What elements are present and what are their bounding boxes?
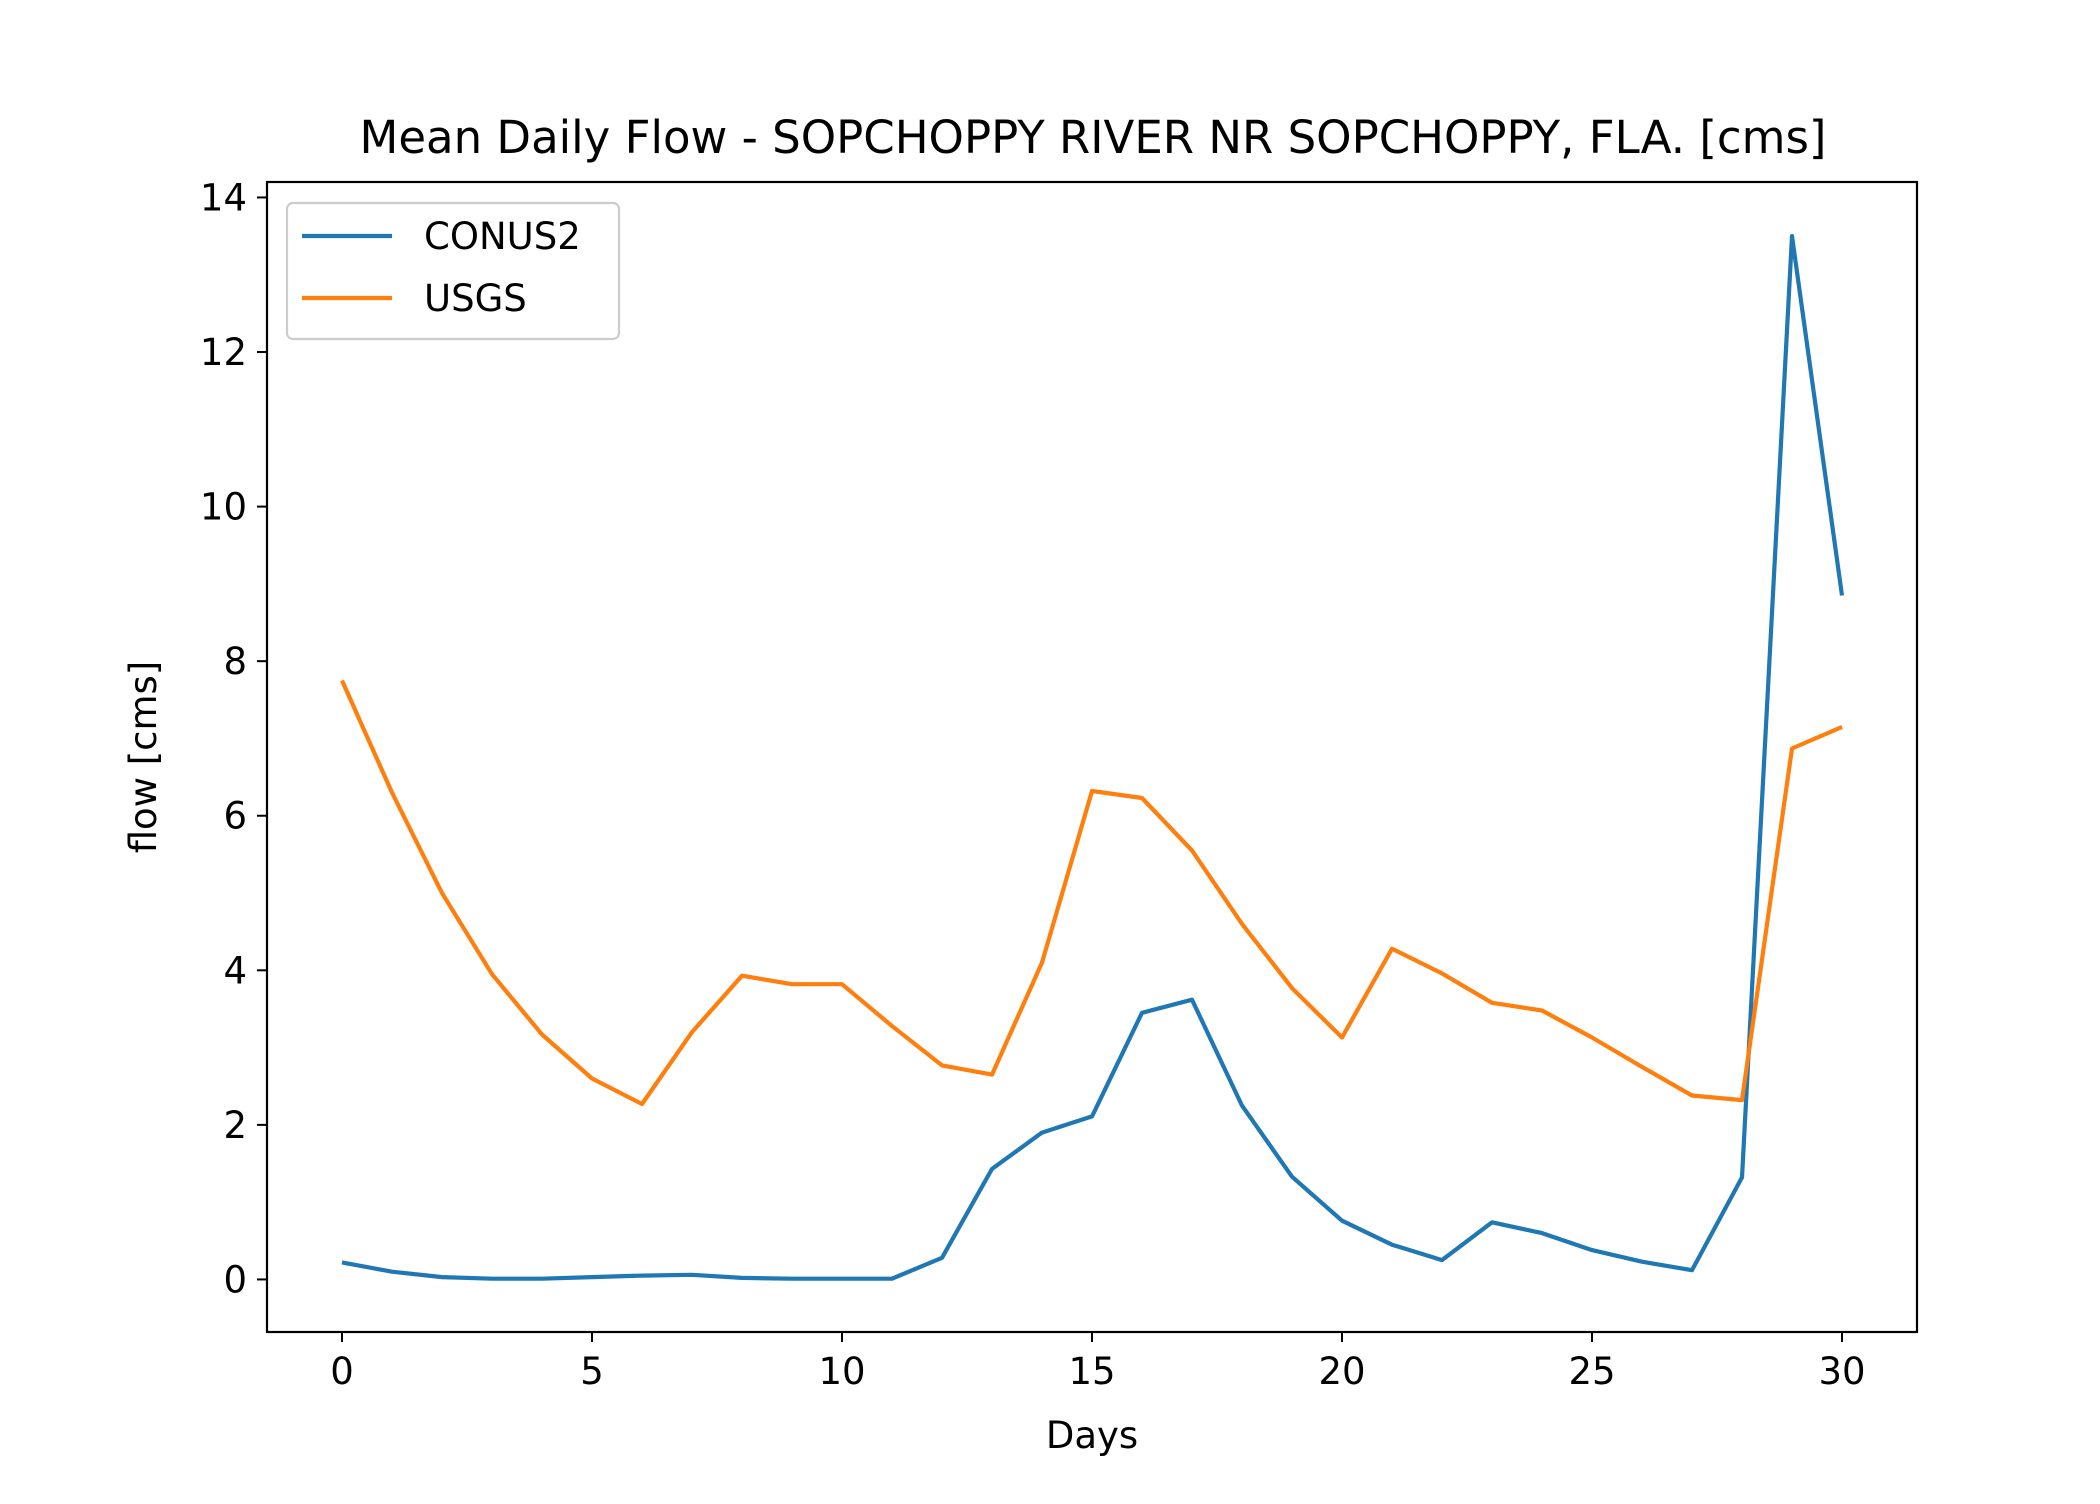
legend-label-usgs: USGS [424,277,527,320]
x-tick-label: 0 [330,1350,354,1393]
x-tick-label: 15 [1068,1350,1115,1393]
y-tick-label: 12 [200,331,247,374]
x-axis-ticks: 0 5 10 15 20 25 30 [330,1332,1866,1393]
y-tick-label: 8 [223,640,247,683]
y-axis-label: flow [cms] [122,661,165,854]
x-tick-label: 20 [1318,1350,1365,1393]
y-tick-label: 10 [200,486,247,529]
series-line-usgs [340,679,1843,1107]
axes-frame [265,180,1919,1334]
y-axis-ticks: 0 2 4 6 8 10 12 14 [200,176,267,1301]
y-tick-label: 2 [223,1104,247,1147]
y-tick-label: 6 [223,795,247,838]
x-tick-label: 5 [580,1350,604,1393]
series-line-conus2 [341,234,1845,1281]
y-tick-label: 4 [223,949,247,992]
y-tick-label: 0 [223,1258,247,1301]
x-tick-label: 25 [1568,1350,1615,1393]
plot-area [340,234,1845,1281]
x-tick-label: 10 [818,1350,865,1393]
x-axis-label: Days [1046,1414,1138,1457]
legend-label-conus2: CONUS2 [424,215,581,258]
y-tick-label: 14 [200,176,247,219]
chart-title: Mean Daily Flow - SOPCHOPPY RIVER NR SOP… [360,111,1827,164]
legend: CONUS2 USGS [285,201,621,341]
x-tick-label: 30 [1818,1350,1865,1393]
